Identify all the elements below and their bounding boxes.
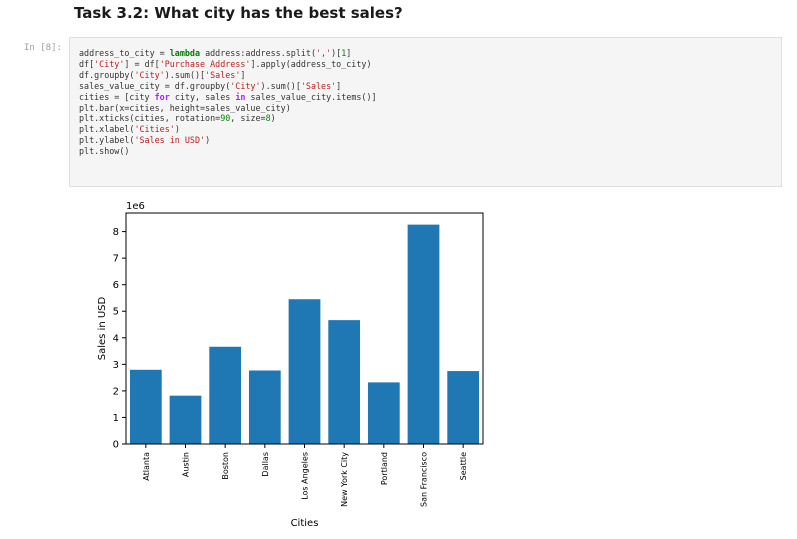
bar-new-york-city: [328, 320, 361, 444]
y-tick-label: 5: [113, 307, 119, 318]
code-line-2: df['City'] = df['Purchase Address'].appl…: [79, 58, 372, 69]
y-tick-label: 7: [113, 254, 119, 265]
bar-boston: [209, 346, 242, 444]
code-editor[interactable]: address_to_city = lambda address:address…: [79, 48, 377, 157]
y-axis-label: Sales in USD: [97, 296, 108, 360]
y-tick-label: 6: [113, 280, 119, 291]
x-tick-label: Boston: [221, 452, 230, 480]
code-line-4: sales_value_city = df.groupby('City').su…: [79, 80, 342, 91]
code-line-1: address_to_city = lambda address:address…: [79, 48, 352, 58]
x-tick-label: Austin: [182, 452, 191, 477]
cell-output-chart: 0 1 2 3 4 5 6 7 8 1e6 Atlanta Austin Boston Dallas Los…: [80, 195, 500, 535]
x-tick-label: Atlanta: [142, 452, 151, 481]
cell-prompt: In [8]:: [24, 43, 62, 53]
x-tick-label: New York City: [340, 452, 349, 507]
bar-atlanta: [129, 369, 162, 444]
x-tick-label: Portland: [380, 452, 389, 485]
y-scale-label: 1e6: [126, 201, 145, 212]
code-cell[interactable]: address_to_city = lambda address:address…: [69, 37, 782, 187]
code-line-5: cities = [city for city, sales in sales_…: [79, 91, 377, 102]
y-tick-label: 4: [113, 333, 119, 344]
bar-dallas: [248, 370, 281, 444]
code-line-3: df.groupby('City').sum()['Sales']: [79, 69, 246, 80]
x-axis-label: Cities: [291, 518, 319, 529]
code-line-8: plt.xlabel('Cities'): [79, 124, 180, 135]
x-tick-label: San Francisco: [420, 452, 429, 507]
y-tick-label: 2: [113, 386, 119, 397]
code-line-6: plt.bar(x=cities, height=sales_value_cit…: [79, 102, 291, 113]
code-line-7: plt.xticks(cities, rotation=90, size=8): [79, 113, 276, 124]
bar-portland: [367, 382, 400, 444]
notebook-heading: Task 3.2: What city has the best sales?: [74, 4, 403, 22]
y-tick-label: 3: [113, 360, 119, 371]
bar-seattle: [447, 371, 480, 444]
code-line-10: plt.show(): [79, 146, 130, 157]
bar-los-angeles: [288, 299, 321, 444]
x-tick-label: Los Angeles: [301, 452, 310, 500]
bar-chart: 0 1 2 3 4 5 6 7 8 1e6 Atlanta Austin Boston Dallas Los…: [97, 201, 484, 529]
x-tick-label: Seattle: [459, 452, 468, 480]
bar-san-francisco: [407, 224, 440, 444]
y-tick-label: 1: [113, 413, 119, 424]
y-tick-label: 8: [113, 227, 119, 238]
bar-austin: [169, 395, 202, 444]
y-tick-label: 0: [113, 440, 119, 451]
code-line-9: plt.ylabel('Sales in USD'): [79, 135, 211, 146]
x-tick-label: Dallas: [261, 452, 270, 477]
